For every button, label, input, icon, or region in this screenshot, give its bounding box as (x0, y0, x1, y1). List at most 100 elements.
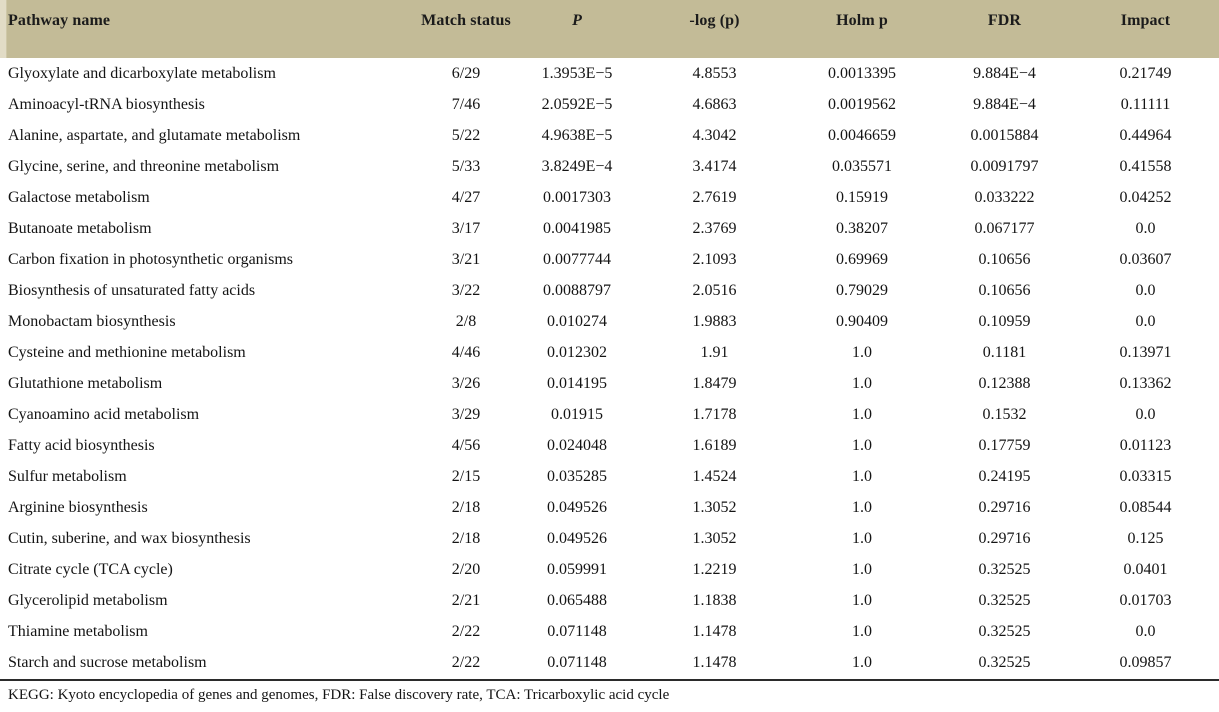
cell-match-status: 5/22 (451, 126, 481, 144)
cell-match-status: 2/20 (451, 560, 481, 578)
cell-impact: 0.03607 (1119, 250, 1172, 268)
cell-p: 0.071148 (547, 622, 607, 640)
table-row: Glycerolipid metabolism 2/21 0.065488 1.183… (0, 585, 1219, 616)
cell-fdr: 0.0015884 (970, 126, 1039, 144)
table-row: Galactose metabolism 4/27 0.0017303 2.7619 0… (0, 182, 1219, 213)
cell-p: 0.0077744 (543, 250, 611, 268)
cell-log-p: 1.3052 (692, 498, 737, 516)
cell-fdr: 0.033222 (974, 188, 1035, 206)
cell-pathway: Glutathione metabolism (8, 374, 163, 392)
table-row: Sulfur metabolism 2/15 0.035285 1.4524 1.0 0.… (0, 461, 1219, 492)
table-footnote: KEGG: Kyoto encyclopedia of genes and ge… (8, 687, 670, 703)
cell-log-p: 1.91 (700, 343, 729, 361)
cell-match-status: 7/46 (451, 95, 481, 113)
cell-impact: 0.03315 (1119, 467, 1172, 485)
cell-p: 0.0041985 (543, 219, 611, 237)
cell-pathway: Cutin, suberine, and wax biosynthesis (8, 529, 251, 547)
table-body: Glyoxylate and dicarboxylate metabolism 6… (0, 58, 1219, 678)
cell-holm-p: 1.0 (852, 374, 872, 392)
cell-impact: 0.125 (1127, 529, 1164, 547)
cell-p: 0.071148 (547, 653, 607, 671)
cell-match-status: 2/21 (451, 591, 481, 609)
table-row: Biosynthesis of unsaturated fatty acids 3… (0, 275, 1219, 306)
table-row: Butanoate metabolism 3/17 0.0041985 2.3769 0… (0, 213, 1219, 244)
cell-match-status: 4/27 (451, 188, 481, 206)
cell-holm-p: 1.0 (852, 529, 872, 547)
column-header-match-status: Match status (421, 12, 511, 29)
column-header-holm-p: Holm p (836, 12, 888, 29)
table-row: Glyoxylate and dicarboxylate metabolism 6… (0, 58, 1219, 89)
cell-pathway: Biosynthesis of unsaturated fatty acids (8, 281, 256, 299)
cell-pathway: Thiamine metabolism (8, 622, 148, 640)
table-row: Alanine, aspartate, and glutamate metabo… (0, 120, 1219, 151)
cell-fdr: 0.32525 (978, 591, 1031, 609)
table-header: Pathway name Match status P -log (p) Holm p F… (0, 0, 1219, 58)
cell-impact: 0.0 (1135, 405, 1156, 423)
cell-pathway: Glycine, serine, and threonine metabolis… (8, 157, 280, 175)
cell-holm-p: 1.0 (852, 591, 872, 609)
cell-log-p: 3.4174 (692, 157, 737, 175)
cell-impact: 0.04252 (1119, 188, 1172, 206)
header-left-light-strip (0, 0, 7, 58)
cell-p: 3.8249E−4 (541, 157, 613, 175)
cell-fdr: 0.1532 (982, 405, 1027, 423)
table-row: Citrate cycle (TCA cycle) 2/20 0.059991 1.2… (0, 554, 1219, 585)
cell-p: 0.010274 (547, 312, 607, 330)
cell-p: 0.059991 (547, 560, 607, 578)
cell-fdr: 0.32525 (978, 653, 1031, 671)
cell-log-p: 2.0516 (692, 281, 737, 299)
cell-holm-p: 1.0 (852, 343, 872, 361)
cell-pathway: Alanine, aspartate, and glutamate metabo… (8, 126, 301, 144)
cell-log-p: 1.8479 (692, 374, 737, 392)
cell-impact: 0.0 (1135, 281, 1156, 299)
cell-holm-p: 1.0 (852, 498, 872, 516)
cell-log-p: 2.1093 (692, 250, 737, 268)
cell-holm-p: 1.0 (852, 560, 872, 578)
cell-match-status: 3/26 (451, 374, 481, 392)
cell-holm-p: 0.69969 (836, 250, 888, 268)
column-header-p: P (572, 12, 582, 29)
cell-holm-p: 1.0 (852, 436, 872, 454)
cell-holm-p: 0.035571 (832, 157, 892, 175)
cell-match-status: 4/46 (451, 343, 481, 361)
cell-log-p: 2.7619 (692, 188, 737, 206)
cell-impact: 0.01123 (1119, 436, 1172, 454)
cell-log-p: 4.6863 (692, 95, 737, 113)
cell-fdr: 0.32525 (978, 622, 1031, 640)
cell-match-status: 2/15 (451, 467, 481, 485)
cell-log-p: 1.4524 (692, 467, 737, 485)
cell-holm-p: 0.38207 (836, 219, 888, 237)
table-row: Cutin, suberine, and wax biosynthesis 2/1… (0, 523, 1219, 554)
cell-p: 1.3953E−5 (541, 64, 613, 82)
cell-fdr: 9.884E−4 (973, 95, 1036, 113)
cell-pathway: Butanoate metabolism (8, 219, 152, 237)
cell-match-status: 4/56 (451, 436, 481, 454)
cell-match-status: 2/22 (451, 653, 481, 671)
cell-impact: 0.0 (1135, 312, 1156, 330)
cell-pathway: Starch and sucrose metabolism (8, 653, 207, 671)
cell-match-status: 2/22 (451, 622, 481, 640)
table-row: Glutathione metabolism 3/26 0.014195 1.8479… (0, 368, 1219, 399)
cell-log-p: 1.6189 (692, 436, 737, 454)
table-row: Cysteine and methionine metabolism 4/46 0.… (0, 337, 1219, 368)
cell-p: 4.9638E−5 (541, 126, 613, 144)
cell-match-status: 5/33 (451, 157, 481, 175)
table-row: Cyanoamino acid metabolism 3/29 0.01915 1.7… (0, 399, 1219, 430)
cell-impact: 0.0401 (1123, 560, 1168, 578)
cell-holm-p: 0.90409 (836, 312, 888, 330)
cell-impact: 0.13362 (1119, 374, 1172, 392)
cell-p: 2.0592E−5 (541, 95, 613, 113)
cell-fdr: 0.32525 (978, 560, 1031, 578)
cell-pathway: Galactose metabolism (8, 188, 150, 206)
table-row: Thiamine metabolism 2/22 0.071148 1.1478 1.0… (0, 616, 1219, 647)
cell-fdr: 0.10959 (978, 312, 1031, 330)
cell-pathway: Aminoacyl-tRNA biosynthesis (8, 95, 205, 113)
cell-fdr: 0.0091797 (970, 157, 1039, 175)
cell-log-p: 1.1838 (692, 591, 737, 609)
cell-pathway: Fatty acid biosynthesis (8, 436, 155, 454)
cell-fdr: 9.884E−4 (973, 64, 1036, 82)
table-row: Starch and sucrose metabolism 2/22 0.07114… (0, 647, 1219, 678)
pathway-enrichment-table: Pathway name Match status P -log (p) Holm p F… (0, 0, 1219, 678)
column-header-fdr: FDR (987, 12, 1022, 29)
